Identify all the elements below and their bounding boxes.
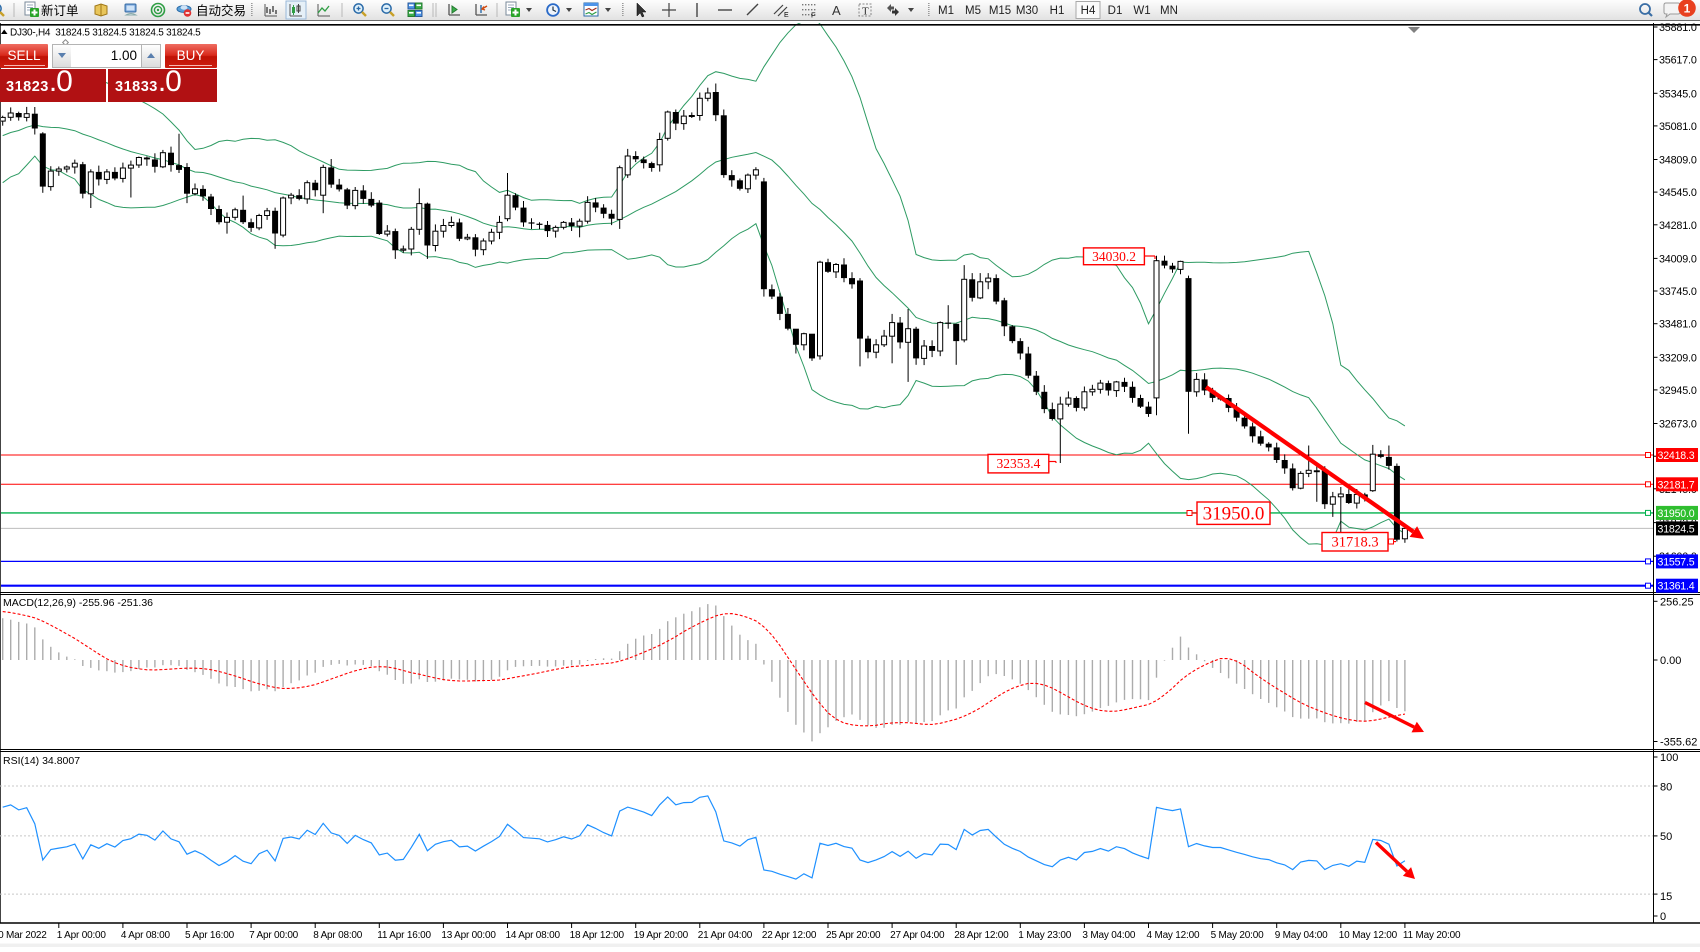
svg-text:8 Apr 08:00: 8 Apr 08:00 [313,930,363,941]
svg-text:D1: D1 [1108,5,1123,17]
svg-text:100: 100 [1660,752,1678,764]
svg-text:32945.0: 32945.0 [1659,385,1697,397]
svg-text:M1: M1 [938,5,954,17]
svg-text:256.25: 256.25 [1660,596,1694,608]
svg-text:31557.5: 31557.5 [1658,556,1695,568]
svg-text:9 May 04:00: 9 May 04:00 [1275,930,1328,941]
svg-text:新订单: 新订单 [41,3,79,18]
svg-text:28 Apr 12:00: 28 Apr 12:00 [954,930,1009,941]
svg-text:18 Apr 12:00: 18 Apr 12:00 [570,930,625,941]
svg-text:7 Apr 00:00: 7 Apr 00:00 [249,930,299,941]
svg-text:4 May 12:00: 4 May 12:00 [1147,930,1200,941]
svg-text:27 Apr 04:00: 27 Apr 04:00 [890,930,945,941]
svg-text:RSI(14) 34.8007: RSI(14) 34.8007 [3,755,80,767]
svg-text:5 May 20:00: 5 May 20:00 [1211,930,1264,941]
svg-text:33745.0: 33745.0 [1659,286,1697,298]
svg-text:31361.4: 31361.4 [1658,581,1695,593]
svg-text:MACD(12,26,9) -255.96 -251.36: MACD(12,26,9) -255.96 -251.36 [3,597,153,609]
svg-text:32353.4: 32353.4 [996,456,1040,471]
svg-text:19 Apr 20:00: 19 Apr 20:00 [634,930,689,941]
svg-text:13 Apr 00:00: 13 Apr 00:00 [441,930,496,941]
svg-text:34545.0: 34545.0 [1659,187,1697,199]
svg-text:33481.0: 33481.0 [1659,319,1697,331]
svg-text:M30: M30 [1016,5,1038,17]
svg-text:32673.0: 32673.0 [1659,419,1697,431]
svg-text:32418.3: 32418.3 [1658,450,1695,462]
svg-text:11 Apr 16:00: 11 Apr 16:00 [377,930,431,941]
svg-text:31824.5: 31824.5 [1658,523,1695,535]
svg-text:T: T [862,6,869,18]
svg-text:3 May 04:00: 3 May 04:00 [1082,930,1135,941]
svg-text:10 May 12:00: 10 May 12:00 [1339,930,1398,941]
svg-text:-355.62: -355.62 [1660,737,1697,749]
svg-text:F: F [811,11,816,20]
svg-text:50: 50 [1660,831,1672,843]
svg-text:34281.0: 34281.0 [1659,220,1697,232]
svg-text:15: 15 [1660,891,1672,903]
svg-text:31950.0: 31950.0 [1203,504,1265,525]
svg-text:80: 80 [1660,781,1672,793]
svg-text:自动交易: 自动交易 [196,3,246,18]
svg-text:34030.2: 34030.2 [1092,249,1136,264]
svg-text:22 Apr 12:00: 22 Apr 12:00 [762,930,817,941]
svg-text:5 Apr 16:00: 5 Apr 16:00 [185,930,235,941]
svg-text:DJ30-,H4 31824.5 31824.5 3182: DJ30-,H4 31824.5 31824.5 31824.5 31824.5 [10,27,201,38]
svg-text:34009.0: 34009.0 [1659,253,1697,265]
svg-text:1 May 23:00: 1 May 23:00 [1018,930,1071,941]
svg-text:35617.0: 35617.0 [1659,55,1697,67]
svg-text:34809.0: 34809.0 [1659,155,1697,167]
svg-text:25 Apr 20:00: 25 Apr 20:00 [826,930,881,941]
svg-text:14 Apr 08:00: 14 Apr 08:00 [506,930,561,941]
svg-text:35345.0: 35345.0 [1659,88,1697,100]
svg-text:11 May 20:00: 11 May 20:00 [1403,930,1461,941]
svg-text:M15: M15 [989,5,1011,17]
svg-text:0.00: 0.00 [1660,655,1681,667]
svg-text:M5: M5 [965,5,981,17]
svg-text:31950.0: 31950.0 [1658,508,1695,520]
svg-text:MN: MN [1160,5,1178,17]
svg-text:32181.7: 32181.7 [1658,479,1695,491]
svg-text:33209.0: 33209.0 [1659,352,1697,364]
svg-text:H1: H1 [1050,5,1065,17]
svg-text:A: A [832,3,841,18]
svg-text:4 Apr 08:00: 4 Apr 08:00 [121,930,171,941]
svg-text:31718.3: 31718.3 [1331,535,1378,551]
svg-text:1 Apr 00:00: 1 Apr 00:00 [57,930,107,941]
svg-text:21 Apr 04:00: 21 Apr 04:00 [698,930,753,941]
svg-text:1: 1 [1684,2,1691,16]
svg-text:0: 0 [1660,911,1666,923]
svg-text:35881.0: 35881.0 [1659,23,1697,34]
svg-text:E: E [784,12,789,19]
svg-text:30 Mar 2022: 30 Mar 2022 [0,930,47,941]
svg-text:H4: H4 [1081,5,1096,17]
svg-text:W1: W1 [1133,5,1150,17]
svg-text:35081.0: 35081.0 [1659,121,1697,133]
